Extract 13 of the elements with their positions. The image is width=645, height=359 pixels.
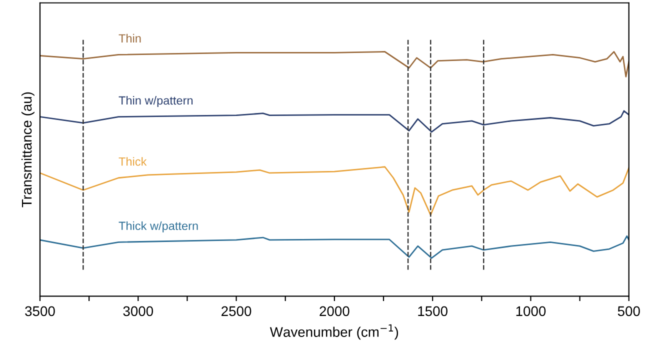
x-tick-label: 3500 (25, 306, 55, 316)
x-tick-label: 2500 (222, 306, 252, 316)
x-tick-label: 2000 (320, 306, 350, 316)
series-label: Thin (118, 34, 141, 42)
series-label: Thin w/pattern (118, 96, 193, 107)
y-axis-title: Transmittance (au) (21, 92, 34, 208)
x-axis-title: Wavenumber (cm$^{−1}$) (270, 324, 398, 340)
x-tick-label: 1500 (418, 306, 448, 316)
series-label: Thick w/pattern (118, 221, 198, 232)
x-tick-label: 500 (618, 306, 640, 316)
series-label: Thick (118, 157, 147, 166)
x-tick-label: 3000 (123, 306, 154, 316)
x-tick-label: 1000 (516, 306, 546, 316)
